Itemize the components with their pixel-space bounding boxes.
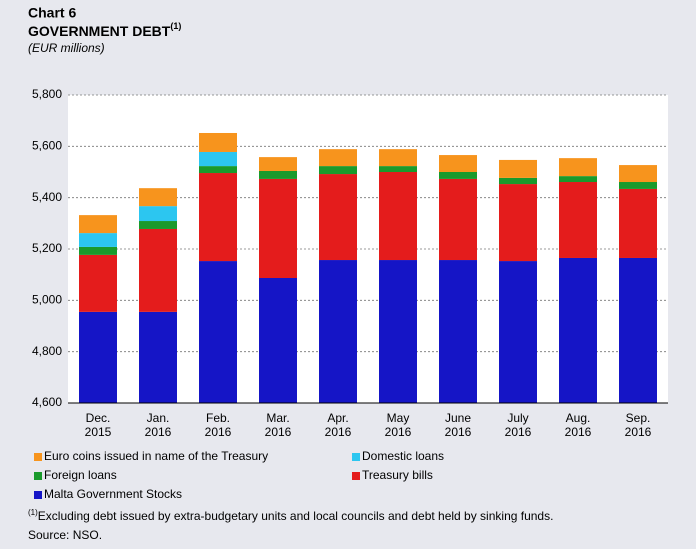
bar-segment bbox=[259, 178, 297, 279]
source: Source: NSO. bbox=[28, 528, 102, 542]
x-tick-label: Dec. 2015 bbox=[84, 411, 112, 439]
y-tick-label: 5,400 bbox=[32, 190, 62, 204]
bar-segment bbox=[619, 257, 657, 403]
legend-label: Malta Government Stocks bbox=[44, 487, 182, 501]
chart-subtitle: (EUR millions) bbox=[28, 41, 105, 55]
bar-segment bbox=[439, 155, 477, 172]
x-tick-label: Mar. 2016 bbox=[264, 411, 292, 439]
bar-segment bbox=[319, 149, 357, 167]
x-tick-label: Feb. 2016 bbox=[204, 411, 232, 439]
bar-segment bbox=[79, 311, 117, 403]
bar-segment bbox=[559, 158, 597, 177]
footnote-text: Excluding debt issued by extra-budgetary… bbox=[38, 509, 554, 523]
x-tick-label: Apr. 2016 bbox=[324, 411, 352, 439]
bar-segment bbox=[199, 261, 237, 403]
bar-segment bbox=[79, 215, 117, 234]
chart-title: GOVERNMENT DEBT(1) bbox=[28, 21, 181, 38]
bar-segment bbox=[199, 151, 237, 167]
legend-swatch bbox=[352, 472, 360, 480]
bar-segment bbox=[619, 165, 657, 183]
bar-segment bbox=[139, 188, 177, 207]
x-tick-label: Sep. 2016 bbox=[624, 411, 652, 439]
bar-segment bbox=[379, 172, 417, 261]
legend-swatch bbox=[34, 453, 42, 461]
bar-segment bbox=[499, 177, 537, 185]
bar-segment bbox=[79, 254, 117, 312]
bar-segment bbox=[439, 178, 477, 261]
y-tick-label: 5,800 bbox=[32, 87, 62, 101]
bar-segment bbox=[379, 149, 417, 167]
legend-label: Foreign loans bbox=[44, 468, 117, 482]
y-tick-label: 4,600 bbox=[32, 395, 62, 409]
bar-segment bbox=[79, 246, 117, 255]
bar-segment bbox=[199, 132, 237, 152]
bar-segment bbox=[379, 260, 417, 403]
chart-label: Chart 6 bbox=[28, 5, 76, 21]
bar-segment bbox=[319, 260, 357, 403]
bar-segment bbox=[139, 228, 177, 312]
x-tick-label: July 2016 bbox=[504, 411, 532, 439]
bar-segment bbox=[199, 173, 237, 262]
bar-segment bbox=[139, 221, 177, 229]
bar-segment bbox=[559, 176, 597, 183]
footnote-marker: (1) bbox=[28, 508, 38, 517]
bar-segment bbox=[559, 257, 597, 403]
legend-swatch bbox=[34, 472, 42, 480]
bar-segment bbox=[499, 261, 537, 403]
bar-segment bbox=[259, 157, 297, 171]
x-tick-label: May 2016 bbox=[384, 411, 412, 439]
x-tick-label: Jan. 2016 bbox=[144, 411, 172, 439]
bar-segment bbox=[379, 166, 417, 172]
title-text: GOVERNMENT DEBT bbox=[28, 23, 171, 39]
legend-swatch bbox=[34, 491, 42, 499]
bar-segment bbox=[199, 166, 237, 174]
legend-label: Treasury bills bbox=[362, 468, 433, 482]
bar-segment bbox=[439, 172, 477, 179]
legend-swatch bbox=[352, 453, 360, 461]
y-tick-label: 4,800 bbox=[32, 344, 62, 358]
bar-segment bbox=[259, 170, 297, 179]
bar-segment bbox=[619, 182, 657, 189]
bar-segment bbox=[319, 166, 357, 175]
bar-segment bbox=[139, 311, 177, 403]
x-tick-label: June 2016 bbox=[444, 411, 472, 439]
bar-segment bbox=[79, 233, 117, 247]
bar-segment bbox=[259, 278, 297, 403]
legend-label: Euro coins issued in name of the Treasur… bbox=[44, 449, 268, 463]
footnote: (1)Excluding debt issued by extra-budget… bbox=[28, 508, 553, 523]
bar-segment bbox=[559, 182, 597, 258]
x-tick-label: Aug. 2016 bbox=[564, 411, 592, 439]
bar-segment bbox=[619, 188, 657, 258]
bar-segment bbox=[319, 174, 357, 261]
bar-segment bbox=[499, 159, 537, 178]
legend-label: Domestic loans bbox=[362, 449, 444, 463]
bar-segment bbox=[139, 206, 177, 222]
bar-segment bbox=[499, 184, 537, 262]
y-tick-label: 5,000 bbox=[32, 293, 62, 307]
bar-segment bbox=[439, 260, 477, 403]
y-tick-label: 5,600 bbox=[32, 139, 62, 153]
y-tick-label: 5,200 bbox=[32, 241, 62, 255]
title-footnote-marker: (1) bbox=[170, 21, 181, 31]
